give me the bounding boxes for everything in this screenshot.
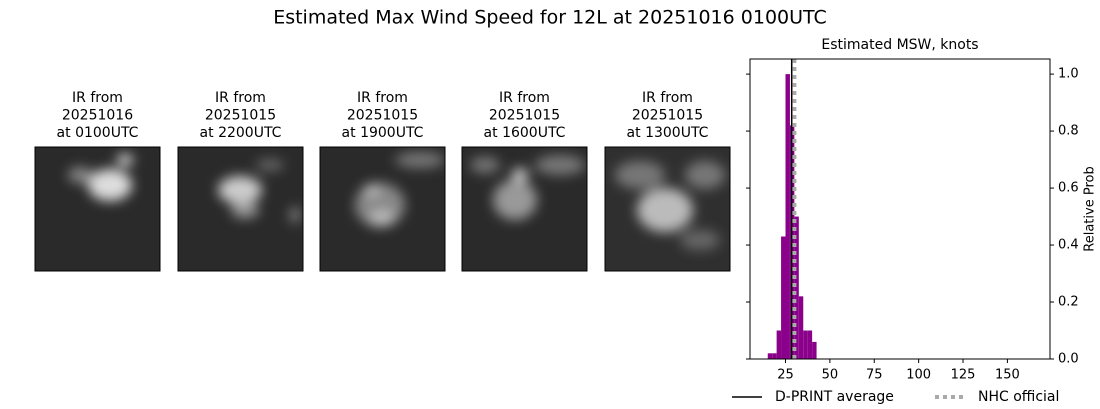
figure-title: Estimated Max Wind Speed for 12L at 2025… xyxy=(273,7,827,29)
panel-title: at 2200UTC xyxy=(200,125,282,141)
histogram-bar xyxy=(776,330,782,359)
panel-title: IR from xyxy=(499,90,550,106)
ir-image xyxy=(35,147,160,271)
image-frame xyxy=(319,146,446,272)
panel-title: at 1600UTC xyxy=(484,125,566,141)
x-tick-label: 150 xyxy=(995,368,1020,383)
y-tick-label: 0.4 xyxy=(1058,238,1079,253)
ir-image xyxy=(320,147,445,271)
histogram-bar xyxy=(803,330,808,359)
ir-image xyxy=(462,147,587,271)
legend-label: NHC official xyxy=(978,389,1059,405)
x-tick-label: 50 xyxy=(822,368,839,383)
legend-label: D-PRINT average xyxy=(775,389,894,405)
histogram-bar xyxy=(781,236,786,359)
panel-title: IR from xyxy=(215,90,266,106)
x-tick-label: 100 xyxy=(906,368,931,383)
panel-title: at 1900UTC xyxy=(342,125,424,141)
y-tick-label: 0.2 xyxy=(1058,295,1079,310)
histogram-bar xyxy=(812,341,817,359)
satellite-images xyxy=(34,146,731,272)
panel-title: at 1300UTC xyxy=(627,125,709,141)
image-frame xyxy=(177,146,304,272)
panel-title: IR from xyxy=(72,90,123,106)
y-tick-label: 0.6 xyxy=(1058,181,1079,196)
panel-title: IR from xyxy=(642,90,693,106)
panel-title: IR from xyxy=(357,90,408,106)
histogram-bar xyxy=(785,74,790,359)
histogram-bar xyxy=(772,353,777,359)
histogram-bar xyxy=(807,330,813,359)
x-tick-label: 125 xyxy=(951,368,976,383)
ir-image xyxy=(605,147,730,271)
image-frame xyxy=(604,146,731,272)
y-tick-label: 1.0 xyxy=(1058,67,1079,82)
y-tick-label: 0.0 xyxy=(1058,352,1079,367)
image-frame xyxy=(34,146,161,272)
x-tick-label: 25 xyxy=(777,368,794,383)
y-axis-label: Relative Prob xyxy=(1083,166,1098,251)
histogram-bar xyxy=(767,353,773,359)
axes-title: Estimated MSW, knots xyxy=(821,37,978,53)
panel-title: 20251015 xyxy=(205,108,276,124)
histogram-bar xyxy=(798,296,804,359)
y-tick-label: 0.8 xyxy=(1058,124,1079,139)
panel-title: 20251015 xyxy=(632,108,703,124)
histogram-bar xyxy=(794,216,799,359)
image-frame xyxy=(461,146,588,272)
panel-title: 20251016 xyxy=(62,108,133,124)
plot-frame xyxy=(749,58,1051,360)
ir-image xyxy=(178,147,303,271)
panel-title: 20251015 xyxy=(347,108,418,124)
panel-title: at 0100UTC xyxy=(57,125,139,141)
x-tick-label: 75 xyxy=(866,368,883,383)
panel-title: 20251015 xyxy=(489,108,560,124)
